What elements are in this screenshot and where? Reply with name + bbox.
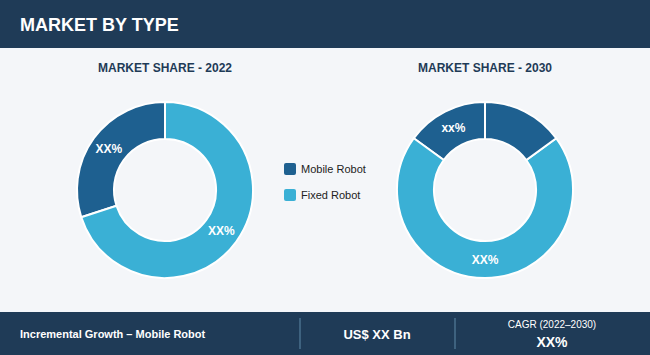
header-bar xyxy=(0,0,650,48)
legend-entry: Fixed Robot xyxy=(301,189,360,201)
data-label: XX% xyxy=(208,224,235,238)
data-label: XX% xyxy=(95,142,122,156)
annotation: US$ XX Bn xyxy=(343,327,410,342)
footer-divider xyxy=(300,318,301,349)
annotation: CAGR (2022–2030) xyxy=(508,319,596,330)
footer-divider xyxy=(455,318,456,349)
annotation: Incremental Growth – Mobile Robot xyxy=(20,328,206,340)
title: MARKET BY TYPE xyxy=(20,15,179,35)
subtitle: MARKET SHARE - 2030 xyxy=(418,61,552,75)
legend-swatch xyxy=(284,163,296,175)
subtitle: MARKET SHARE - 2022 xyxy=(98,61,232,75)
donut-slice xyxy=(397,138,573,278)
donut-slice xyxy=(485,102,556,160)
footer-bar xyxy=(0,312,650,355)
legend-swatch xyxy=(284,189,296,201)
donut: MARKET SHARE - 2030 xyxy=(397,61,573,278)
donut-slice xyxy=(77,102,165,217)
data-label: XX% xyxy=(472,253,499,267)
chart-root: MARKET BY TYPE Incremental Growth – Mobil… xyxy=(0,0,650,355)
data-label: xx% xyxy=(441,121,465,135)
annotation: XX% xyxy=(536,334,568,350)
donut-slice xyxy=(81,102,253,278)
legend-entry: Mobile Robot xyxy=(301,163,366,175)
donut: MARKET SHARE - 2022 xyxy=(77,61,253,278)
legend: Mobile Robot Fixed Robot xyxy=(284,163,366,201)
data-labels: XX% XX% xyxy=(95,142,234,238)
data-labels: xx% XX% xyxy=(441,121,498,266)
